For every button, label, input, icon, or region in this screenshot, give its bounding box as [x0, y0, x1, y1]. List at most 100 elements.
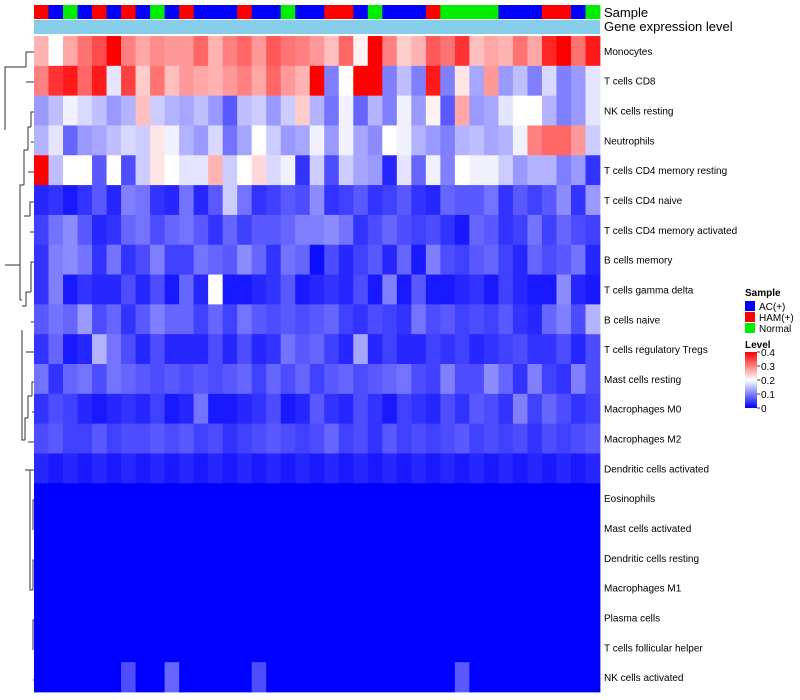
heatmap-cell	[208, 542, 224, 574]
heatmap-cell	[324, 662, 340, 693]
heatmap-cell	[338, 393, 354, 425]
heatmap-cell	[63, 393, 78, 425]
heatmap-cell	[512, 36, 528, 67]
heatmap-cell	[483, 393, 499, 425]
row-label: T cells CD4 memory activated	[604, 226, 737, 237]
heatmap-cell	[556, 453, 572, 484]
heatmap-cell	[208, 274, 224, 305]
heatmap-cell	[367, 244, 383, 275]
heatmap-cell	[208, 483, 224, 514]
heatmap-cell	[353, 542, 369, 574]
heatmap-cell	[324, 304, 340, 335]
heatmap-cell	[121, 483, 136, 514]
heatmap-cell	[280, 304, 296, 335]
heatmap-cell	[179, 662, 195, 693]
heatmap-cell	[63, 572, 78, 603]
heatmap-cell	[92, 125, 107, 156]
heatmap-cell	[324, 632, 340, 663]
legend-swatch	[745, 301, 755, 311]
heatmap-cell	[382, 304, 398, 335]
heatmap-cell	[425, 274, 441, 305]
heatmap-cell	[63, 274, 78, 305]
legend-swatch	[745, 323, 755, 333]
heatmap-cell	[179, 513, 195, 544]
sample-cell-ham	[34, 5, 49, 19]
sample-cell-ham	[179, 5, 195, 19]
legend-tick-label: 0.3	[761, 362, 775, 373]
heatmap-cell	[121, 65, 136, 97]
heatmap-cell	[541, 244, 557, 275]
row-label: T cells CD4 memory resting	[604, 166, 727, 177]
heatmap-cell	[77, 155, 93, 186]
row-label: Macrophages M0	[604, 405, 682, 416]
heatmap-cell	[208, 36, 224, 67]
heatmap-cell	[251, 572, 267, 603]
heatmap-cell	[280, 393, 296, 425]
heatmap-cell	[585, 393, 601, 425]
heatmap-cell	[483, 364, 499, 395]
heatmap-cell	[77, 125, 93, 156]
heatmap-cell	[541, 632, 557, 663]
heatmap-cell	[295, 393, 311, 425]
heatmap-cell	[106, 423, 122, 454]
heatmap-cell	[425, 65, 441, 97]
heatmap-cell	[469, 513, 485, 544]
heatmap-cell	[193, 65, 209, 97]
heatmap-cell	[222, 125, 238, 156]
heatmap-cell	[106, 334, 122, 365]
heatmap-cell	[454, 65, 470, 97]
heatmap-cell	[469, 572, 485, 603]
heatmap-cell	[106, 453, 122, 484]
heatmap-cell	[425, 185, 441, 216]
heatmap-cell	[106, 364, 122, 395]
heatmap-cell	[483, 513, 499, 544]
heatmap-cell	[585, 632, 601, 663]
heatmap-cell	[396, 65, 412, 97]
heatmap-cell	[251, 334, 267, 365]
heatmap-cell	[469, 155, 485, 186]
heatmap-cell	[237, 185, 253, 216]
heatmap-cell	[585, 36, 601, 67]
heatmap-cell	[469, 304, 485, 335]
heatmap-cell	[121, 36, 136, 67]
heatmap-cell	[208, 95, 224, 126]
heatmap-cell	[512, 185, 528, 216]
heatmap-cell	[63, 453, 78, 484]
heatmap-cell	[251, 185, 267, 216]
heatmap-cell	[164, 542, 180, 574]
heatmap-cell	[527, 423, 543, 454]
heatmap-cell	[396, 274, 412, 305]
heatmap-cell	[425, 453, 441, 484]
heatmap-cell	[237, 155, 253, 186]
heatmap-cell	[193, 453, 209, 484]
heatmap-cell	[150, 65, 166, 97]
heatmap-cell	[280, 602, 296, 633]
heatmap-cell	[483, 453, 499, 484]
heatmap-cell	[411, 393, 427, 425]
heatmap-cell	[498, 95, 514, 126]
heatmap-cell	[367, 393, 383, 425]
heatmap-cell	[309, 65, 325, 97]
heatmap-cell	[34, 274, 49, 305]
heatmap-cell	[309, 274, 325, 305]
heatmap-cell	[222, 36, 238, 67]
heatmap-cell	[367, 155, 383, 186]
heatmap-cell	[469, 214, 485, 246]
heatmap-cell	[382, 423, 398, 454]
heatmap-cell	[585, 125, 601, 156]
heatmap-cell	[570, 155, 586, 186]
heatmap-cell	[251, 632, 267, 663]
heatmap-cell	[512, 244, 528, 275]
heatmap-cell	[164, 632, 180, 663]
heatmap-cell	[309, 95, 325, 126]
heatmap-cell	[92, 572, 107, 603]
heatmap-cell	[150, 125, 166, 156]
heatmap-cell	[425, 423, 441, 454]
heatmap-cell	[295, 125, 311, 156]
heatmap-cell	[527, 244, 543, 275]
heatmap-cell	[556, 393, 572, 425]
heatmap-cell	[121, 155, 136, 186]
sample-cell-normal	[367, 5, 383, 19]
heatmap-cell	[179, 125, 195, 156]
heatmap-cell	[382, 453, 398, 484]
